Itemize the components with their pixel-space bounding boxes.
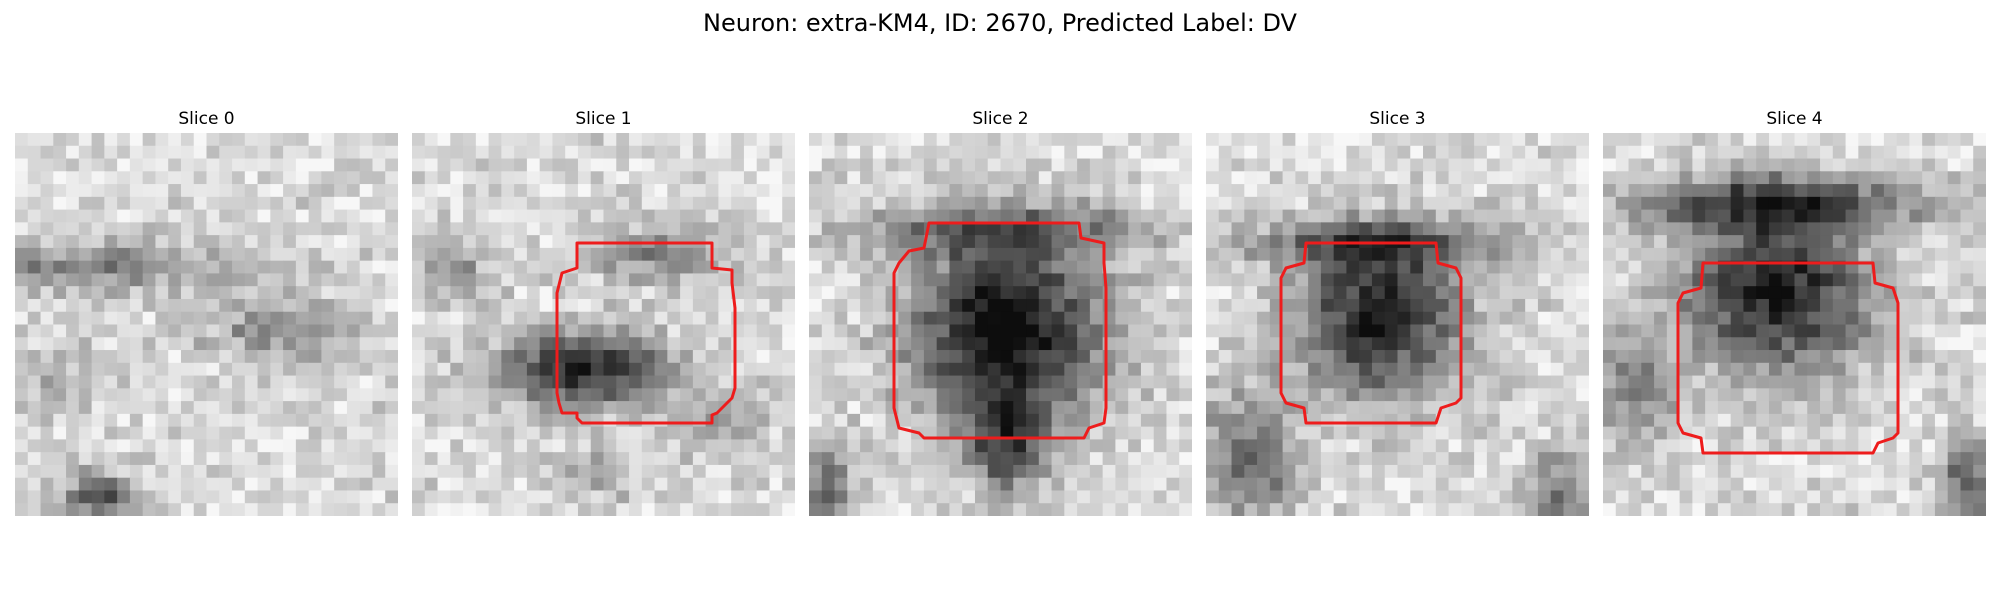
slice-title: Slice 2: [972, 109, 1029, 129]
pixel-grid: [1206, 133, 1589, 516]
roi-contour: [555, 241, 737, 425]
pixel-grid: [15, 133, 398, 516]
figure-title: Neuron: extra-KM4, ID: 2670, Predicted L…: [703, 9, 1297, 37]
slice-panel-4: Slice 4: [1603, 108, 1986, 516]
slice-panel-0: Slice 0: [15, 108, 398, 516]
pixel-grid: [1603, 133, 1986, 516]
slice-image-2: [809, 133, 1192, 516]
slice-title: Slice 3: [1369, 109, 1426, 129]
slice-image-3: [1206, 133, 1589, 516]
slice-panel-1: Slice 1: [412, 108, 795, 516]
slice-panel-3: Slice 3: [1206, 108, 1589, 516]
slice-title: Slice 1: [575, 109, 632, 129]
slice-image-4: [1603, 133, 1986, 516]
slice-title: Slice 4: [1766, 109, 1823, 129]
slice-title: Slice 0: [178, 109, 235, 129]
roi-contour: [892, 221, 1108, 440]
pixel-grid: [412, 133, 795, 516]
slice-image-1: [412, 133, 795, 516]
roi-contour: [1676, 261, 1900, 455]
slice-panel-2: Slice 2: [809, 108, 1192, 516]
roi-contour: [1279, 241, 1463, 425]
pixel-grid: [809, 133, 1192, 516]
slice-image-0: [15, 133, 398, 516]
